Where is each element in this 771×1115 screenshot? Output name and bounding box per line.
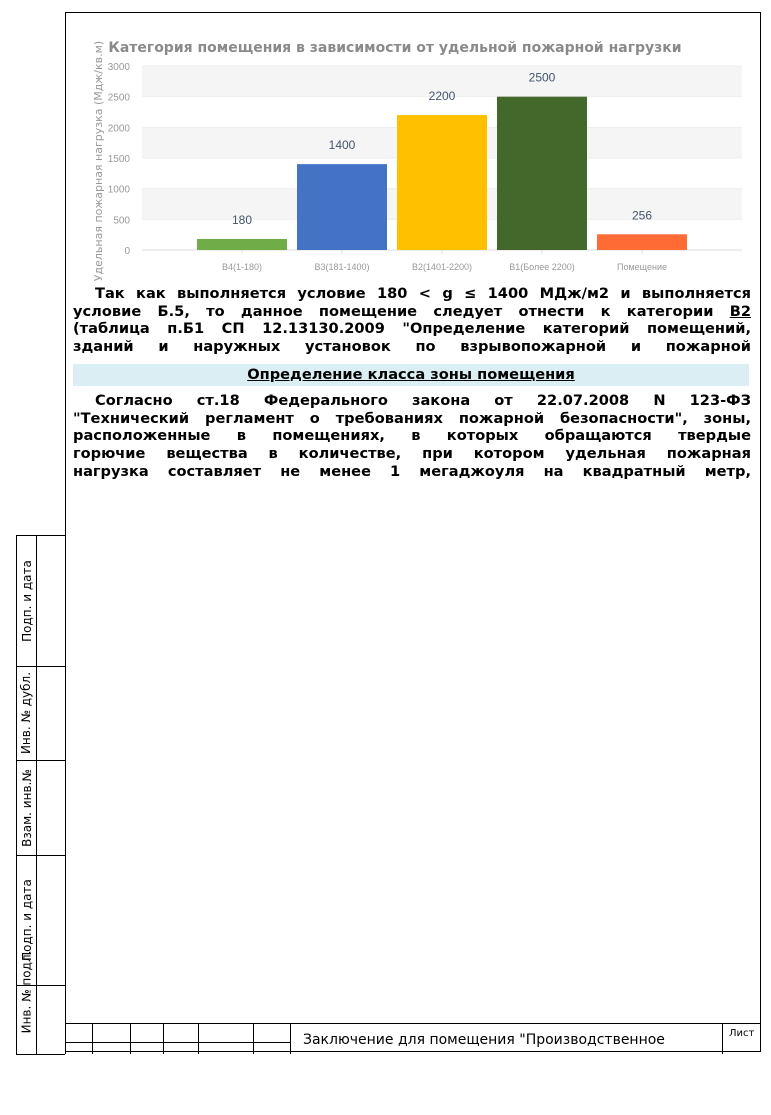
side-label: Инв. № дубл.: [17, 666, 36, 760]
side-strip-row-line: [16, 760, 65, 761]
section-heading-text: Определение класса зоны помещения: [247, 366, 575, 383]
y-tick-label: 1500: [108, 154, 131, 165]
paragraph-line: условие Б.5, то данное помещение следует…: [73, 303, 751, 321]
paragraph-line: "Технический регламент о требованиях пож…: [73, 409, 751, 427]
side-label: Подп. и дата: [17, 535, 36, 666]
paragraph-line: зданий и наружных установок по взрывопож…: [73, 338, 751, 356]
data-label: 180: [232, 213, 252, 227]
paragraph-line: Согласно ст.18 Федерального закона от 22…: [95, 392, 751, 409]
bar: [597, 234, 687, 250]
grid-band: [142, 66, 742, 97]
side-strip-row-line: [16, 985, 65, 986]
y-tick-label: 2000: [108, 123, 131, 134]
bar: [397, 115, 487, 250]
paragraph-line: нагрузка составляет не менее 1 мегаджоул…: [73, 462, 751, 480]
y-tick-label: 0: [124, 246, 130, 257]
data-label: 1400: [329, 138, 356, 152]
chart-title: Категория помещения в зависимости от уде…: [108, 40, 681, 56]
y-tick-label: 1000: [108, 185, 131, 196]
y-tick-label: 500: [113, 215, 130, 226]
x-tick-label: В4(1-180): [222, 262, 262, 272]
data-label: 256: [632, 208, 652, 222]
side-label-text: Инв. № подл.: [19, 950, 34, 1034]
paragraph-text: условие Б.5, то данное помещение следует…: [73, 302, 730, 320]
paragraph-line: Так как выполняется условие 180 < g ≤ 14…: [95, 285, 751, 302]
paragraph-category: Так как выполняется условие 180 < g ≤ 14…: [73, 285, 751, 356]
y-axis-label: Удельная пожарная нагрузка (Мдж/кв.м): [92, 41, 105, 281]
paragraph-zone-class: Согласно ст.18 Федерального закона от 22…: [73, 392, 751, 480]
bar: [497, 96, 587, 251]
paragraph-line: (таблица п.Б1 СП 12.13130.2009 "Определе…: [73, 320, 751, 338]
title-block: Заключение для помещения "Производственн…: [65, 1023, 761, 1054]
side-strip-row-line: [16, 855, 65, 856]
category-value: В2: [729, 302, 751, 320]
fire-load-chart: 0 500 1000 1500 2000 2500 3000 Категория помеще…: [92, 40, 742, 281]
data-label: 2500: [529, 71, 556, 85]
x-tick-label: В2(1401-2200): [412, 262, 472, 272]
side-label-text: Взам. инв.№: [19, 768, 34, 847]
section-heading: Определение класса зоны помещения: [73, 364, 749, 386]
side-label: Взам. инв.№: [17, 760, 36, 855]
side-label-text: Подп. и дата: [19, 559, 34, 642]
bar: [297, 164, 387, 250]
bar: [197, 238, 287, 250]
x-tick-label: В3(181-1400): [314, 262, 369, 272]
side-strip-divider: [36, 535, 37, 1055]
y-tick-label: 2500: [108, 93, 131, 104]
side-label: Инв. № подл.: [17, 951, 36, 1115]
data-label: 2200: [429, 89, 456, 103]
paragraph-line: расположенные в помещениях, в которых об…: [73, 427, 751, 445]
x-tick-label: Помещение: [617, 262, 667, 272]
side-strip-row-line: [16, 666, 65, 667]
y-tick-label: 3000: [108, 62, 131, 73]
sheet-label: Лист: [729, 1028, 755, 1039]
x-tick-label: В1(Более 2200): [509, 262, 575, 272]
paragraph-line: горючие вещества в количестве, при котор…: [73, 445, 751, 463]
side-label-text: Инв. № дубл.: [19, 671, 34, 755]
side-label-text: Подп. и дата: [19, 879, 34, 961]
document-title: Заключение для помещения "Производственн…: [303, 1032, 665, 1048]
